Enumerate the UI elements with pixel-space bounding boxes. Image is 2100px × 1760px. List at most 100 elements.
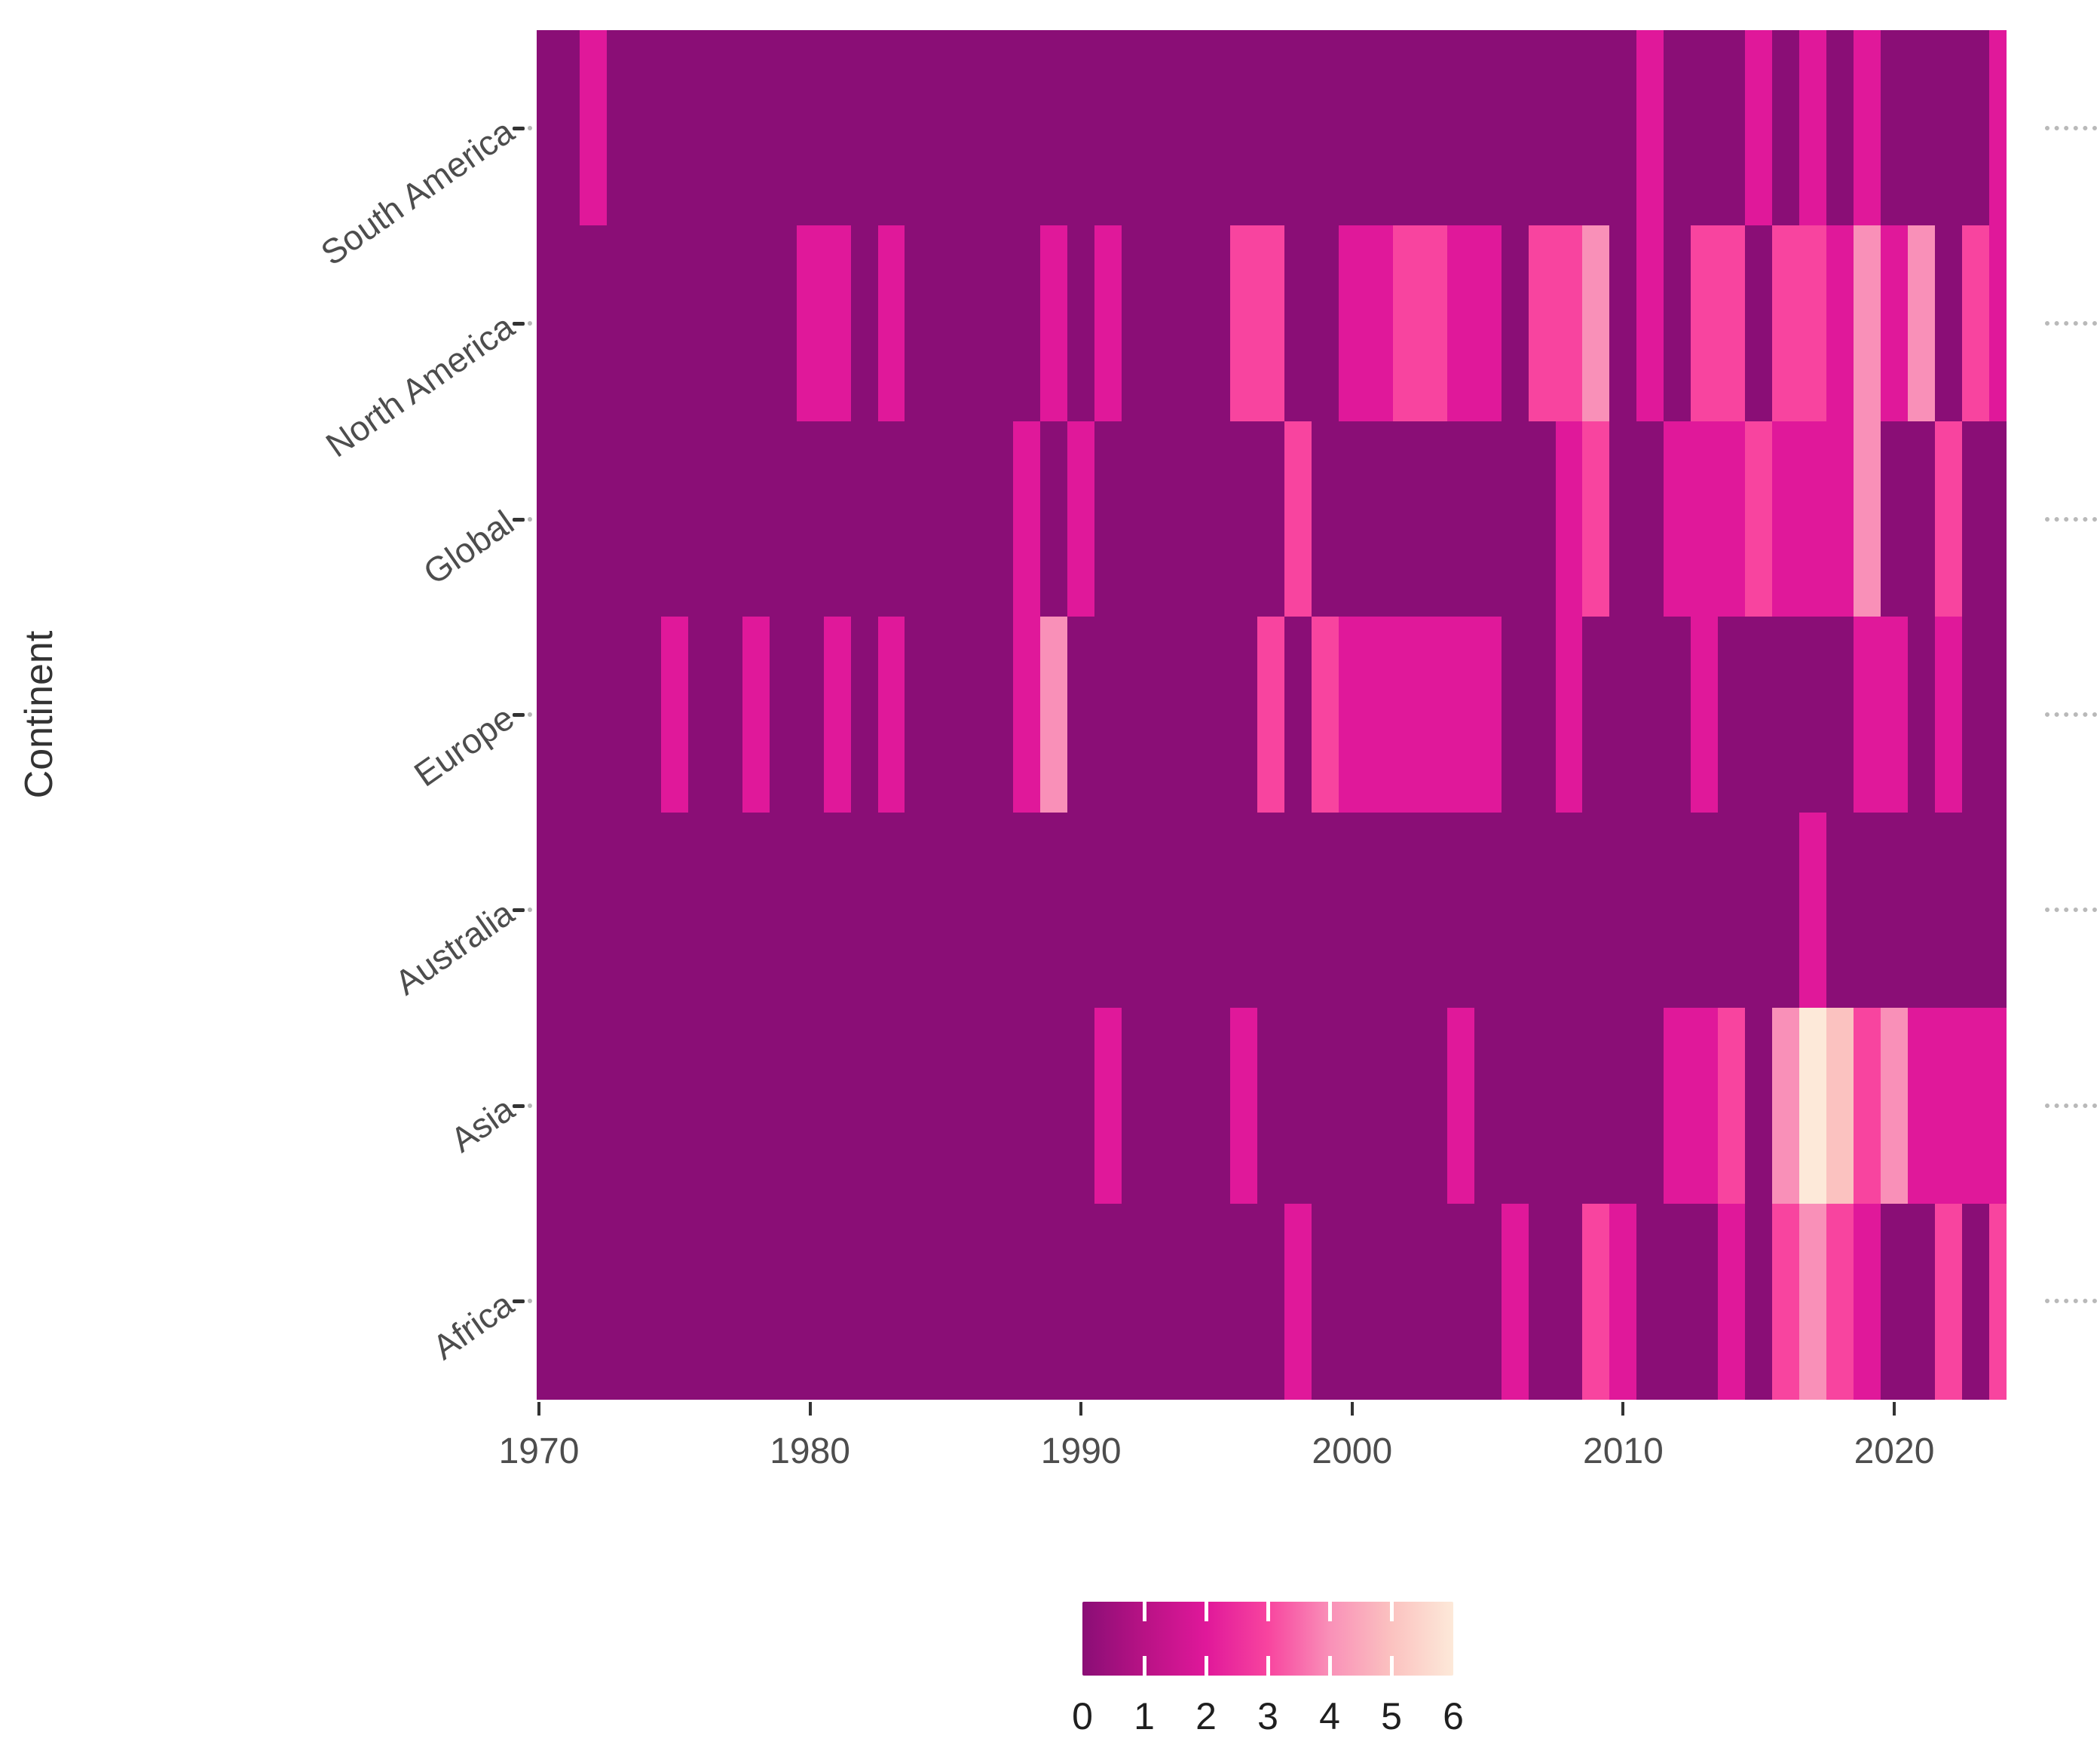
- heatmap-cell: [1664, 225, 1691, 422]
- heatmap-cell: [1609, 225, 1637, 422]
- heatmap-cell: [905, 1008, 932, 1204]
- heatmap-cell: [769, 30, 797, 227]
- heatmap-cell: [1474, 30, 1502, 227]
- heatmap-cell: [850, 225, 879, 422]
- heatmap-cell: [959, 1008, 987, 1204]
- heatmap-cell: [1040, 225, 1068, 422]
- heatmap-cell: [850, 812, 879, 1009]
- heatmap-cell: [1988, 30, 2007, 227]
- x-axis-tick: [808, 1402, 812, 1416]
- heatmap-cell: [1555, 1203, 1584, 1400]
- heatmap-cell: [1934, 30, 1963, 227]
- heatmap-cell: [1881, 225, 1909, 422]
- heatmap-cell: [1772, 617, 1800, 813]
- heatmap-cell: [769, 812, 797, 1009]
- heatmap-cell: [1881, 1203, 1909, 1400]
- heatmap-cell: [1907, 617, 1936, 813]
- heatmap-cell: [1881, 30, 1909, 227]
- heatmap-cell: [1176, 30, 1204, 227]
- heatmap-cell: [796, 617, 825, 813]
- heatmap-cell: [1338, 617, 1367, 813]
- heatmap-cell: [1691, 421, 1719, 617]
- heatmap-cell: [1094, 421, 1122, 617]
- heatmap-cell: [537, 1008, 553, 1204]
- heatmap-cell: [1122, 812, 1149, 1009]
- heatmap-cell: [1067, 30, 1095, 227]
- y-axis-tick: [513, 713, 525, 717]
- heatmap-cell: [660, 617, 689, 813]
- heatmap-cell: [687, 617, 716, 813]
- heatmap-cell: [1664, 1203, 1691, 1400]
- heatmap-cell: [633, 421, 662, 617]
- heatmap-cell: [633, 225, 662, 422]
- heatmap-cell: [1528, 30, 1557, 227]
- heatmap-cell: [1826, 421, 1854, 617]
- x-axis-tick-label: 2020: [1854, 1431, 1935, 1471]
- heatmap-cell: [877, 421, 906, 617]
- heatmap-cell: [1718, 1008, 1746, 1204]
- heatmap-cell: [1365, 421, 1394, 617]
- heatmap-cell: [1501, 1203, 1529, 1400]
- heatmap-cell: [1311, 30, 1339, 227]
- heatmap-cell: [660, 812, 689, 1009]
- heatmap-cell: [959, 225, 987, 422]
- heatmap-cell: [769, 225, 797, 422]
- heatmap-cell: [1988, 1203, 2007, 1400]
- heatmap-cell: [1311, 617, 1339, 813]
- heatmap-cell: [660, 30, 689, 227]
- heatmap-cell: [1149, 225, 1177, 422]
- heatmap-cell: [1013, 617, 1041, 813]
- heatmap-cell: [715, 812, 743, 1009]
- heatmap-cell: [537, 421, 553, 617]
- y-axis-label: South America: [314, 111, 521, 273]
- heatmap-cell: [633, 1203, 662, 1400]
- heatmap-cell: [715, 421, 743, 617]
- heatmap-cell: [633, 30, 662, 227]
- heatmap-cell: [1176, 812, 1204, 1009]
- heatmap-cell: [1474, 421, 1502, 617]
- heatmap-cell: [742, 30, 770, 227]
- heatmap-cell: [1826, 1203, 1854, 1400]
- heatmap-cell: [1040, 1008, 1068, 1204]
- colorbar-tick-label: 5: [1381, 1695, 1402, 1737]
- heatmap-cell: [1609, 30, 1637, 227]
- y-axis-dotted-leader-left: [528, 125, 535, 130]
- heatmap-cell: [1745, 30, 1773, 227]
- heatmap-cell: [1474, 1203, 1502, 1400]
- heatmap-cell: [660, 1203, 689, 1400]
- y-axis-dotted-leader-left: [528, 516, 535, 522]
- heatmap-cell: [1691, 30, 1719, 227]
- heatmap-cell: [1040, 1203, 1068, 1400]
- heatmap-cell: [1718, 30, 1746, 227]
- heatmap-cell: [1257, 617, 1285, 813]
- heatmap-cell: [552, 421, 580, 617]
- heatmap-cell: [1582, 30, 1610, 227]
- colorbar-tick: [1389, 1656, 1394, 1676]
- heatmap-cell: [1257, 225, 1285, 422]
- heatmap-cell: [905, 30, 932, 227]
- heatmap-cell: [1555, 225, 1584, 422]
- heatmap-cell: [1609, 1203, 1637, 1400]
- y-axis-tick: [513, 1299, 525, 1304]
- y-axis-dotted-leader-left: [528, 1103, 535, 1108]
- heatmap-cell: [1528, 1203, 1557, 1400]
- heatmap-cell: [1203, 30, 1231, 227]
- heatmap-cell: [715, 617, 743, 813]
- heatmap-cell: [1555, 1008, 1584, 1204]
- colorbar-tick: [1142, 1602, 1146, 1621]
- heatmap-cell: [1609, 1008, 1637, 1204]
- heatmap-cell: [1419, 1008, 1448, 1204]
- heatmap-cell: [1961, 1203, 1990, 1400]
- heatmap-cell: [1094, 225, 1122, 422]
- heatmap-cell: [1961, 617, 1990, 813]
- heatmap-cell: [769, 1203, 797, 1400]
- heatmap-cell: [1609, 421, 1637, 617]
- heatmap-cell: [1474, 1008, 1502, 1204]
- heatmap-cell: [796, 30, 825, 227]
- heatmap-cell: [742, 617, 770, 813]
- heatmap-cell: [1582, 1008, 1610, 1204]
- heatmap-cell: [1745, 812, 1773, 1009]
- heatmap-cell: [1854, 617, 1881, 813]
- heatmap-cell: [1988, 421, 2007, 617]
- colorbar-tick: [1327, 1656, 1332, 1676]
